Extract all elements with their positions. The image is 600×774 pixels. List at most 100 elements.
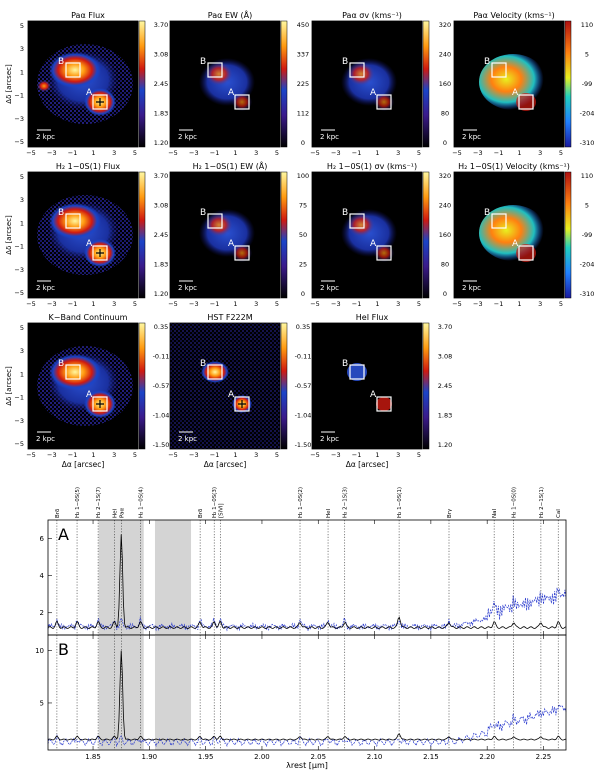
- map-blob-b: [347, 363, 367, 381]
- map-blob-b: [205, 62, 233, 86]
- x-tick-label: −1: [494, 149, 504, 157]
- x-tick-label: 2.00: [254, 753, 270, 761]
- colorbar-tick-label: 0: [443, 139, 447, 147]
- aperture-label-a: A: [370, 239, 377, 249]
- spectrum-panel: B 10 5 1.85 1.90 1.95 2.00 2.05 2.10 2.15 2.20 2.25: [35, 634, 567, 761]
- line-label: NaI: [492, 509, 498, 518]
- colorbar-tick-label: -1.04: [153, 412, 170, 420]
- colorbar-tick-label: -310: [580, 290, 595, 298]
- y-tick-label: 5: [40, 699, 44, 707]
- aperture-label-b: B: [342, 359, 348, 369]
- x-tick-label: 3: [396, 451, 400, 459]
- x-tick-label: 1: [233, 451, 237, 459]
- aperture-box-b: [349, 213, 365, 229]
- colorbar: [138, 20, 146, 148]
- aperture-box-a: [92, 396, 108, 412]
- x-tick-label: −5: [26, 149, 36, 157]
- aperture-label-a: A: [370, 88, 377, 98]
- aperture-label-a: A: [512, 239, 519, 249]
- y-tick-label: 5: [20, 324, 24, 332]
- x-tick-label: 1: [91, 451, 95, 459]
- x-tick-label: 3: [112, 451, 116, 459]
- colorbar-tick-label: -99: [582, 80, 593, 88]
- colorbar-tick-label: 3.70: [154, 172, 168, 180]
- map-frame: [27, 20, 139, 148]
- colorbar: [564, 171, 572, 299]
- map-blob-west: [37, 80, 51, 92]
- y-tick-label: −1: [14, 243, 24, 251]
- y-axis-label: Δδ [arcsec]: [5, 215, 13, 255]
- x-tick-label: 5: [275, 451, 279, 459]
- map-panel: Paα Flux B A 2 kpc 3.70 3.08 2.45 1.83 1.20 −5 −3 −…: [5, 11, 168, 157]
- colorbar: [138, 171, 146, 299]
- x-tick-label: −1: [352, 451, 362, 459]
- x-tick-label: −3: [47, 300, 57, 308]
- colorbar: [280, 322, 288, 450]
- aperture-box-b: [207, 364, 223, 380]
- aperture-label-b: B: [58, 57, 64, 67]
- colorbar-tick-label: 225: [297, 80, 309, 88]
- y-tick-label: 10: [35, 647, 44, 655]
- x-tick-label: −1: [210, 300, 220, 308]
- spectrum-frame: [47, 634, 567, 751]
- spectrum-panel-label: A: [58, 525, 69, 544]
- map-blob-a: [374, 93, 394, 111]
- aperture-label-a: A: [512, 88, 519, 98]
- x-tick-label: −3: [189, 451, 199, 459]
- x-tick-label: 3: [254, 451, 258, 459]
- line-label: Brδ: [198, 508, 204, 518]
- colorbar-tick-label: -0.57: [153, 382, 170, 390]
- map-frame: [169, 171, 281, 299]
- line-label: Brδ: [55, 508, 61, 518]
- crosshair-marker: [96, 400, 104, 408]
- x-tick-label: −5: [310, 451, 320, 459]
- colorbar-tick-label: 1.20: [438, 441, 452, 449]
- x-tick-label: −1: [68, 149, 78, 157]
- colorbar-tick-label: 2.45: [154, 80, 168, 88]
- aperture-box-b: [65, 364, 81, 380]
- map-blob-b: [347, 62, 375, 86]
- x-tick-label: −1: [352, 300, 362, 308]
- x-tick-label: 1: [517, 149, 521, 157]
- aperture-box-b: [349, 62, 365, 78]
- line-label: H₂ 2−1S(1): [539, 487, 545, 518]
- colorbar-tick-label: 100: [297, 172, 309, 180]
- x-axis-label: Δα [arcsec]: [204, 460, 247, 469]
- spectrum-panel-label: B: [58, 640, 69, 659]
- colorbar-tick-label: -204: [580, 261, 595, 269]
- y-tick-label: 3: [20, 196, 24, 204]
- colorbar-tick-label: 2.45: [438, 382, 452, 390]
- x-tick-label: −3: [189, 300, 199, 308]
- x-tick-label: 5: [133, 300, 137, 308]
- x-tick-label: 5: [275, 149, 279, 157]
- spectrum-x-axis-label: λrest [μm]: [286, 761, 328, 770]
- aperture-label-a: A: [228, 239, 235, 249]
- scale-bar-label: 2 kpc: [462, 284, 481, 292]
- colorbar-tick-label: 0: [301, 290, 305, 298]
- colorbar-tick-label: 1.20: [154, 290, 168, 298]
- spectrum-panel: A 6 4 2: [40, 519, 567, 636]
- map-panel: Paα σv (kms⁻¹) B A 2 kpc 320 240 160 80 0 −5 −3 −1 1…: [310, 11, 451, 157]
- spectra-panels: A 6 4 2 B 10 5 1.85 1.90 1.95 2.00 2.05 2.10 2.15 2.20…: [35, 487, 567, 770]
- x-tick-label: −5: [452, 300, 462, 308]
- x-tick-label: 1.90: [142, 753, 158, 761]
- y-tick-label: −1: [14, 92, 24, 100]
- y-tick-label: −5: [14, 440, 24, 448]
- scale-bar-label: 2 kpc: [462, 133, 481, 141]
- x-tick-label: −3: [331, 451, 341, 459]
- map-frame: [311, 20, 423, 148]
- map-panel-title: H₂ 1−0S(1) Velocity (kms⁻¹): [458, 162, 570, 171]
- map-panel-title: HeI Flux: [356, 313, 389, 322]
- colorbar: [422, 171, 430, 299]
- map-blob-a: [516, 93, 536, 111]
- crosshair-marker: [96, 249, 104, 257]
- map-panel: H₂ 1−0S(1) EW (Å) B A 2 kpc 100 75 50 25 0 −5 −3 −1…: [168, 160, 309, 308]
- colorbar-tick-label: 1.83: [154, 261, 168, 269]
- x-tick-label: −5: [26, 300, 36, 308]
- y-tick-label: 6: [40, 535, 45, 543]
- x-tick-label: 5: [133, 451, 137, 459]
- map-frame: [27, 171, 139, 299]
- x-tick-label: 3: [538, 149, 542, 157]
- x-tick-label: 2.15: [423, 753, 439, 761]
- colorbar-tick-label: -0.11: [153, 353, 170, 361]
